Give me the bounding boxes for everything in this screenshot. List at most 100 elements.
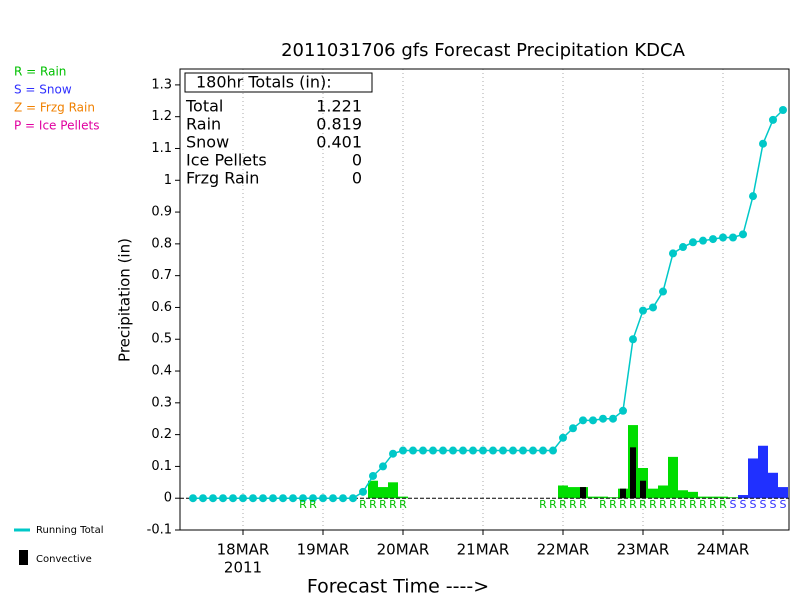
y-tick-label: 1 [164, 173, 172, 188]
running-total-point [249, 494, 257, 503]
plot-frame [179, 68, 790, 531]
running-total-point [529, 446, 537, 455]
y-tick-label: 0.3 [151, 395, 172, 410]
totals-value: 0.401 [316, 133, 362, 152]
legend-label: Running Total [36, 525, 104, 536]
type-letter: R [379, 498, 387, 511]
running-total-point [199, 494, 207, 503]
running-total-point [499, 446, 507, 455]
y-tick-label: 0.8 [151, 236, 172, 251]
running-total-point [239, 494, 247, 503]
y-tick-label: 0.1 [151, 459, 172, 474]
running-total-point [369, 471, 377, 480]
type-legend-label: Z = Frzg Rain [14, 101, 95, 115]
type-letter: R [659, 498, 667, 511]
type-letter: S [770, 498, 777, 511]
type-legend-label: R = Rain [14, 65, 66, 79]
running-total-point [779, 106, 787, 115]
x-tick-label: 23MAR [617, 541, 670, 559]
bar [368, 480, 378, 499]
running-total-point [329, 494, 337, 503]
bar [558, 485, 568, 499]
x-tick-label: 20MAR [377, 541, 430, 559]
running-total-point [519, 446, 527, 455]
running-total-point [559, 433, 567, 442]
bar [678, 490, 688, 499]
running-total-point [699, 236, 707, 245]
running-total-point [319, 494, 327, 503]
type-letter: R [709, 498, 717, 511]
running-total-point [669, 249, 677, 258]
type-letter: R [559, 498, 567, 511]
running-total-point [739, 230, 747, 239]
y-tick-label: 0.4 [151, 364, 172, 379]
type-letter: R [719, 498, 727, 511]
running-total-point [469, 446, 477, 455]
chart-title: 2011031706 gfs Forecast Precipitation KD… [281, 40, 685, 61]
running-total-point [219, 494, 227, 503]
y-tick-label: 1.3 [151, 77, 172, 92]
totals-value: 0 [352, 169, 362, 188]
running-total-point [589, 416, 597, 425]
running-total-line [193, 109, 784, 499]
running-total-point [719, 233, 727, 242]
type-letter: S [780, 498, 787, 511]
type-letter: R [359, 498, 367, 511]
bar [758, 445, 768, 499]
running-total-point [599, 414, 607, 423]
totals-label: Rain [186, 115, 221, 134]
running-total-point [709, 235, 717, 244]
running-total-point [619, 406, 627, 415]
type-letter: R [669, 498, 677, 511]
running-total-point [259, 494, 267, 503]
running-total-point [459, 446, 467, 455]
type-letter: R [639, 498, 647, 511]
totals-label: Ice Pellets [186, 151, 267, 170]
type-letter: S [760, 498, 767, 511]
running-total-point [549, 446, 557, 455]
totals-value: 0 [352, 151, 362, 170]
type-letter: R [389, 498, 397, 511]
running-total-point [509, 446, 517, 455]
running-total-point [609, 414, 617, 423]
running-total-point [439, 446, 447, 455]
type-letter: R [609, 498, 617, 511]
bar [580, 487, 586, 499]
type-letter: S [750, 498, 757, 511]
bar [630, 447, 636, 499]
running-total-point [569, 424, 577, 433]
y-tick-label: 0.9 [151, 205, 172, 220]
bar [588, 496, 598, 499]
totals-label: Frzg Rain [186, 169, 259, 188]
bar [688, 491, 698, 499]
type-letter: R [369, 498, 377, 511]
y-tick-label: 0.7 [151, 268, 172, 283]
bar [620, 488, 626, 499]
running-total-point [299, 494, 307, 503]
y-tick-label: 1.2 [151, 109, 172, 124]
running-total-point [749, 192, 757, 201]
running-total-point [629, 335, 637, 344]
bar [398, 496, 408, 499]
type-letter: R [549, 498, 557, 511]
x-axis-label: Forecast Time ----> [307, 576, 489, 598]
bar [378, 487, 388, 499]
running-total-point [729, 233, 737, 242]
running-total-point [659, 287, 667, 296]
running-total-point [309, 494, 317, 503]
bar [768, 472, 778, 499]
totals-header: 180hr Totals (in): [196, 73, 332, 92]
running-total-point [449, 446, 457, 455]
type-letter: R [689, 498, 697, 511]
legend-label: Convective [36, 554, 92, 565]
running-total-point [489, 446, 497, 455]
running-total-point [429, 446, 437, 455]
type-letter: R [299, 498, 307, 511]
running-total-point [579, 416, 587, 425]
type-letter: R [649, 498, 657, 511]
bar [708, 496, 718, 499]
type-letter: R [569, 498, 577, 511]
x-tick-label: 22MAR [537, 541, 590, 559]
running-total-point [229, 494, 237, 503]
totals-label: Total [185, 97, 223, 116]
